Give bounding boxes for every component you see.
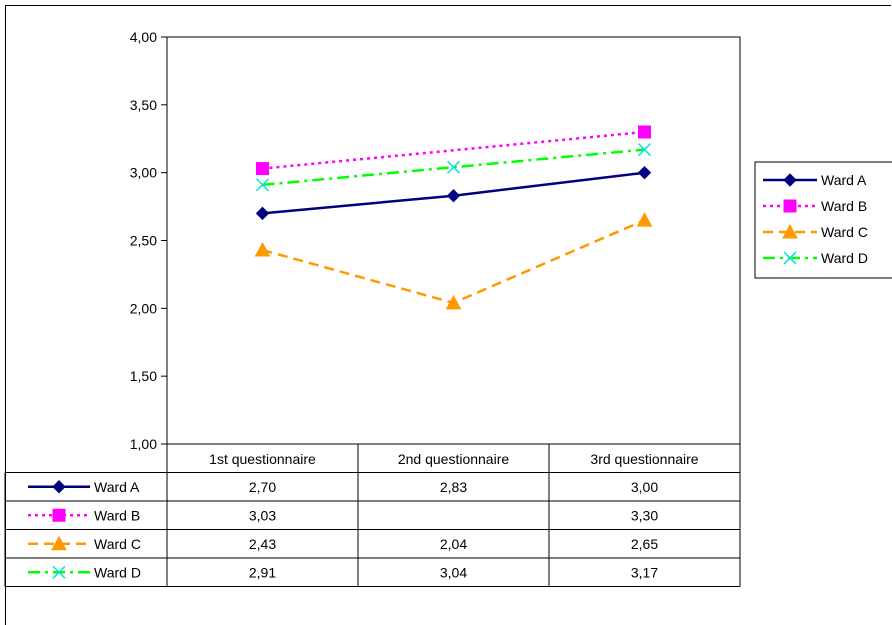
legend-marker xyxy=(783,173,797,187)
data-point xyxy=(445,294,462,310)
table-row-label: Ward D xyxy=(94,564,141,580)
data-point xyxy=(255,178,270,192)
data-label: 2,04 xyxy=(440,536,467,552)
data-point xyxy=(256,162,269,176)
y-tick-label: 3,50 xyxy=(130,97,157,113)
data-point xyxy=(638,125,651,139)
data-point xyxy=(636,212,653,227)
data-label: 3,30 xyxy=(631,507,658,523)
table-legend-marker xyxy=(51,535,67,551)
data-point xyxy=(446,160,461,174)
series-line xyxy=(262,130,645,170)
data-point xyxy=(254,241,271,257)
data-label: 3,00 xyxy=(631,479,658,495)
data-label: 3,04 xyxy=(440,564,467,580)
table-legend-marker xyxy=(52,565,66,579)
data-label: 2,83 xyxy=(440,479,467,495)
y-tick-label: 2,00 xyxy=(130,300,157,316)
plot-area xyxy=(166,36,741,445)
series-line xyxy=(262,148,645,187)
legend-label: Ward C xyxy=(821,224,868,240)
y-tick-label: 4,00 xyxy=(130,29,157,45)
y-tick-label: 3,00 xyxy=(130,165,157,181)
legend-label: Ward A xyxy=(821,172,867,188)
legend-marker xyxy=(782,223,798,239)
data-label: 2,43 xyxy=(249,536,276,552)
data-point xyxy=(637,143,652,157)
table-row-label: Ward B xyxy=(94,507,140,523)
data-point xyxy=(446,189,461,203)
data-label: 2,91 xyxy=(249,564,276,580)
data-label: 2,70 xyxy=(249,479,276,495)
x-category-label: 1st questionnaire xyxy=(209,451,316,467)
legend xyxy=(754,161,892,279)
legend-label: Ward B xyxy=(821,198,867,214)
x-category-label: 2nd questionnaire xyxy=(398,451,510,467)
x-category-label: 3rd questionnaire xyxy=(590,451,698,467)
y-tick-label: 2,50 xyxy=(130,233,157,249)
data-label: 2,65 xyxy=(631,536,658,552)
y-tick-label: 1,50 xyxy=(130,368,157,384)
chart-frame xyxy=(5,5,891,625)
data-point xyxy=(255,206,270,221)
data-label: 3,17 xyxy=(631,564,658,580)
legend-label: Ward D xyxy=(821,250,868,266)
table-legend-marker xyxy=(52,508,66,522)
table-row-label: Ward C xyxy=(94,536,141,552)
legend-marker xyxy=(783,199,797,213)
legend-marker xyxy=(783,251,797,265)
table-row-label: Ward A xyxy=(94,479,140,495)
y-tick-label: 1,00 xyxy=(130,436,157,452)
data-point xyxy=(637,165,652,180)
data-label: 3,03 xyxy=(249,507,276,523)
table-legend-marker xyxy=(52,480,66,494)
